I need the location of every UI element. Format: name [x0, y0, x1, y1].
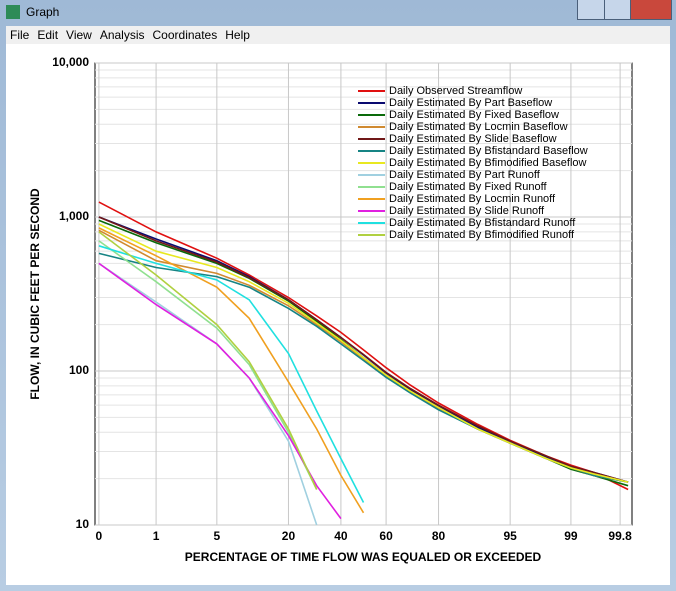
menu-item[interactable]: Analysis [99, 28, 145, 42]
legend-label: Daily Estimated By Part Runoff [389, 169, 541, 181]
x-tick-label: 99 [564, 529, 578, 543]
title-bar: Graph [0, 0, 676, 24]
legend-label: Daily Estimated By Bfimodified Baseflow [389, 157, 587, 169]
y-axis-label: FLOW, IN CUBIC FEET PER SECOND [28, 188, 42, 400]
legend-label: Daily Estimated By Slide Runoff [389, 205, 545, 217]
series-line [98, 216, 629, 483]
y-tick-label: 100 [69, 363, 89, 377]
legend-label: Daily Estimated By Locmin Baseflow [389, 121, 568, 133]
menu-bar: File Edit View Analysis Coordinates Help [6, 26, 670, 44]
app-icon [6, 5, 20, 19]
x-tick-label: 80 [432, 529, 446, 543]
x-tick-label: 40 [334, 529, 348, 543]
y-tick-label: 10 [76, 517, 90, 531]
y-tick-label: 10,000 [52, 55, 89, 69]
legend-label: Daily Estimated By Bfistandard Runoff [389, 217, 576, 229]
x-tick-label: 99.8 [608, 529, 632, 543]
legend-label: Daily Estimated By Fixed Baseflow [389, 109, 559, 121]
legend-label: Daily Estimated By Bfimodified Runoff [389, 229, 575, 241]
legend-label: Daily Estimated By Bfistandard Baseflow [389, 145, 588, 157]
x-tick-label: 5 [214, 529, 221, 543]
series-line [98, 227, 365, 514]
x-tick-label: 60 [379, 529, 393, 543]
series-line [98, 245, 365, 503]
x-tick-label: 1 [153, 529, 160, 543]
menu-item[interactable]: Coordinates [152, 28, 218, 42]
y-tick-label: 1,000 [59, 209, 89, 223]
x-axis-label: PERCENTAGE OF TIME FLOW WAS EQUALED OR E… [185, 550, 542, 564]
series-line [98, 240, 318, 490]
legend-label: Daily Estimated By Slide Baseflow [389, 133, 557, 145]
x-tick-label: 95 [503, 529, 517, 543]
x-tick-label: 0 [96, 529, 103, 543]
x-tick-label: 20 [282, 529, 296, 543]
minimize-button[interactable] [577, 0, 605, 20]
menu-item[interactable]: Edit [37, 28, 59, 42]
legend-label: Daily Estimated By Locmin Runoff [389, 193, 556, 205]
window-title: Graph [26, 5, 60, 19]
close-button[interactable] [630, 0, 672, 20]
menu-item[interactable]: View [66, 28, 92, 42]
maximize-button[interactable] [604, 0, 631, 20]
legend-label: Daily Estimated By Fixed Runoff [389, 181, 547, 193]
chart: PERCENTAGE OF TIME FLOW WAS EQUALED OR E… [6, 44, 670, 585]
series-line [98, 231, 318, 490]
legend-label: Daily Estimated By Part Baseflow [389, 97, 552, 109]
legend-label: Daily Observed Streamflow [389, 85, 522, 97]
series-line [98, 262, 342, 520]
series-line [98, 223, 629, 483]
menu-item[interactable]: Help [225, 28, 250, 42]
menu-item[interactable]: File [10, 28, 30, 42]
